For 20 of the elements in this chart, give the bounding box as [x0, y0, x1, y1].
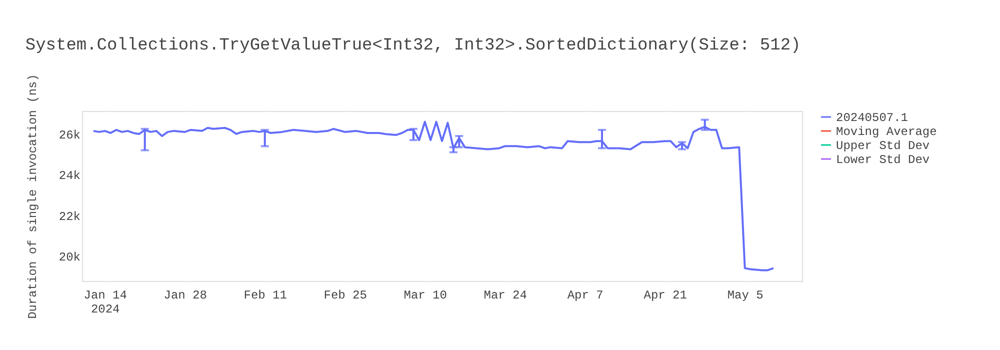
y-tick-label: 26k: [58, 128, 80, 142]
legend-label: Moving Average: [836, 125, 937, 139]
legend-label: Upper Std Dev: [836, 139, 930, 153]
x-tick-label: Mar 24: [484, 288, 527, 302]
chart-title: System.Collections.TryGetValueTrue<Int32, Int32>.SortedDictionary(Size: 512): [25, 36, 801, 56]
x-tick-label: Apr 21: [644, 288, 687, 302]
y-axis-title: Duration of single invocation (ns): [26, 74, 40, 319]
x-tick-label: Jan 14 2024: [84, 288, 127, 316]
legend-label: Lower Std Dev: [836, 153, 930, 167]
line-series: [92, 120, 774, 272]
x-tick-label: Jan 28: [164, 288, 207, 302]
x-tick-label: May 5: [727, 288, 764, 302]
y-tick-label: 22k: [58, 210, 80, 224]
x-tick-label: Feb 25: [324, 288, 367, 302]
x-tick-label: Feb 11: [244, 288, 287, 302]
x-tick-label: Mar 10: [404, 288, 447, 302]
y-tick-label: 24k: [58, 169, 80, 184]
legend-label: 20240507.1: [836, 111, 908, 125]
y-tick-label: 20k: [58, 250, 80, 264]
x-tick-label: Apr 7: [567, 288, 604, 302]
